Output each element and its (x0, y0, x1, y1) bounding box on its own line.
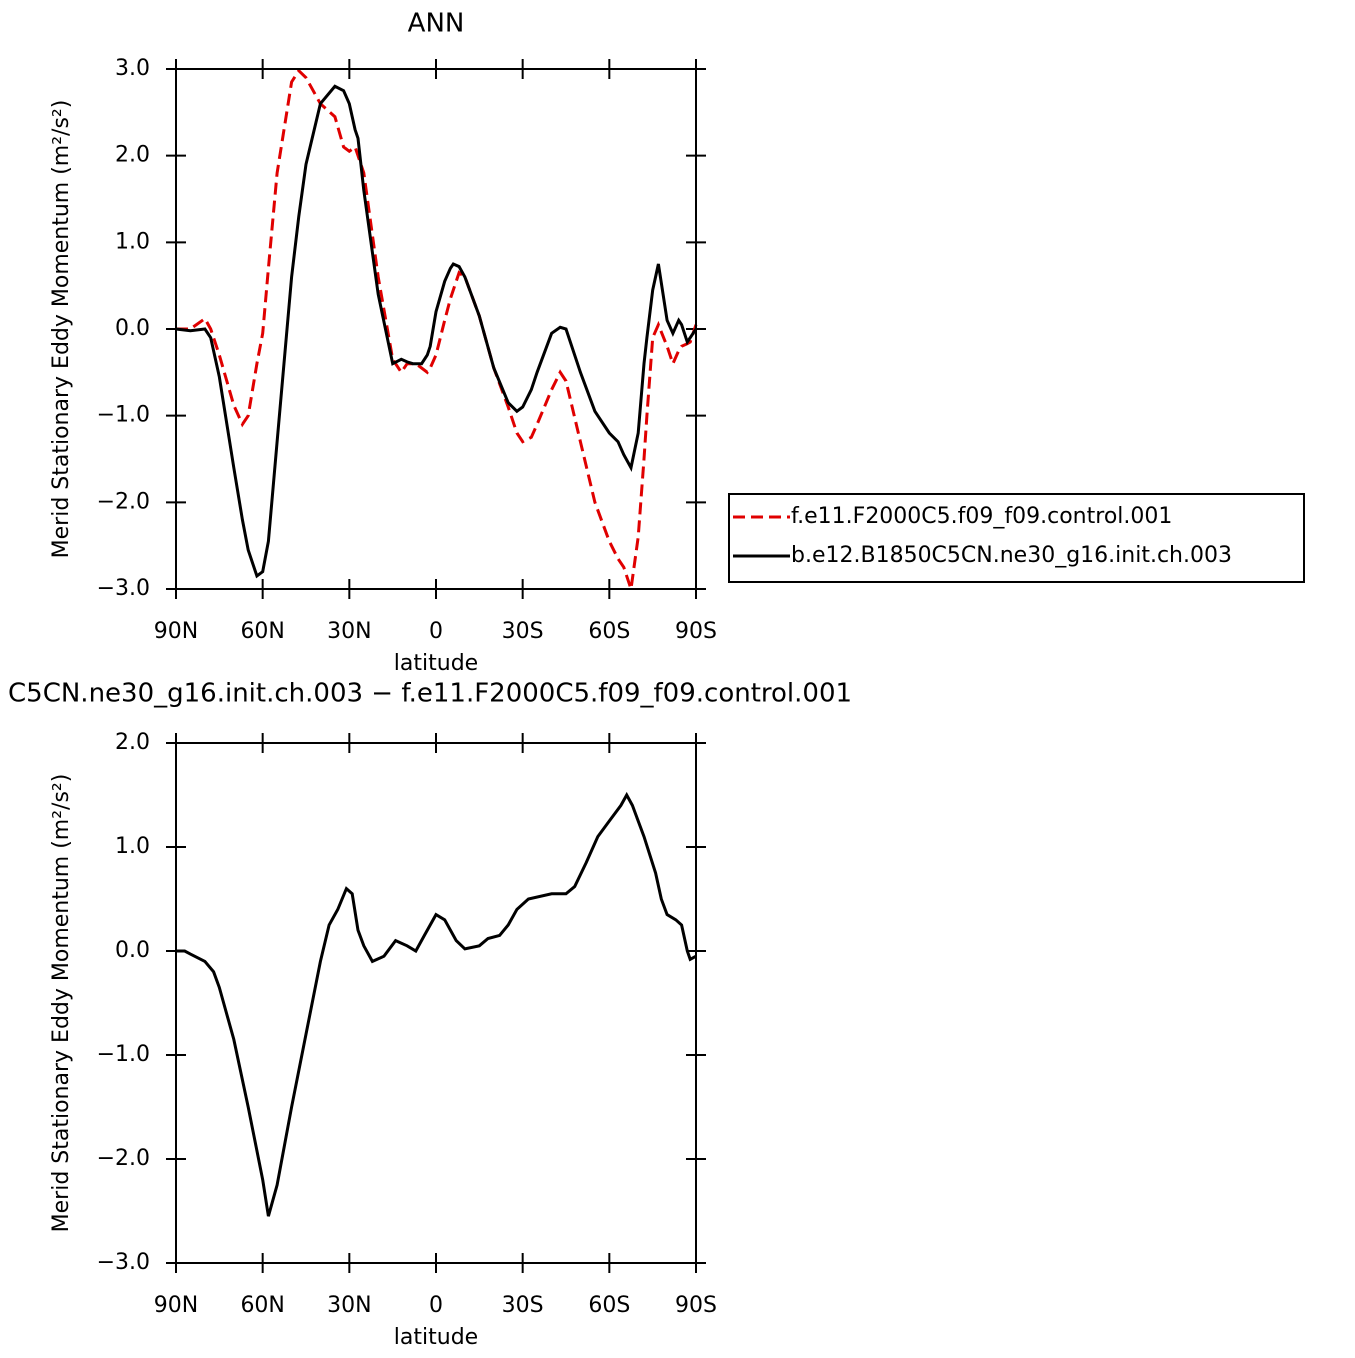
plot-frame (175, 68, 697, 590)
x-tick-label: 60N (240, 1293, 284, 1318)
x-tick-label: 0 (429, 619, 443, 644)
y-tick-label: 2.0 (115, 143, 150, 168)
y-tick-label: −2.0 (97, 489, 150, 514)
x-tick-label: 60S (588, 1293, 630, 1318)
y-tick-label: 2.0 (115, 730, 150, 755)
x-tick-label: 60S (588, 619, 630, 644)
x-axis-label: latitude (394, 1325, 478, 1350)
x-tick-label: 30N (327, 1293, 371, 1318)
y-tick-label: 3.0 (115, 56, 150, 81)
y-axis-label: Merid Stationary Eddy Momentum (m²/s²) (49, 100, 74, 559)
y-tick-label: 0.0 (115, 938, 150, 963)
x-tick-label: 90S (675, 619, 717, 644)
x-tick-label: 0 (429, 1293, 443, 1318)
x-tick-label: 90N (154, 1293, 198, 1318)
chart-title: ANN (408, 9, 465, 39)
x-tick-label: 60N (240, 619, 284, 644)
y-tick-label: −1.0 (97, 1042, 150, 1067)
y-tick-label: 1.0 (115, 229, 150, 254)
y-tick-label: −3.0 (97, 1250, 150, 1275)
legend-label: f.e11.F2000C5.f09_f09.control.001 (791, 504, 1172, 529)
x-tick-label: 30S (502, 619, 544, 644)
x-tick-label: 30N (327, 619, 371, 644)
y-tick-label: −2.0 (97, 1146, 150, 1171)
y-tick-label: 1.0 (115, 834, 150, 859)
x-tick-label: 90N (154, 619, 198, 644)
x-tick-label: 90S (675, 1293, 717, 1318)
y-tick-label: −3.0 (97, 576, 150, 601)
y-tick-label: −1.0 (97, 403, 150, 428)
x-tick-label: 30S (502, 1293, 544, 1318)
y-axis-label: Merid Stationary Eddy Momentum (m²/s²) (49, 774, 74, 1233)
legend-box (728, 493, 1305, 583)
chart-title: C5CN.ne30_g16.init.ch.003 − f.e11.F2000C… (8, 679, 852, 709)
x-axis-label: latitude (394, 651, 478, 676)
data-line (175, 84, 698, 579)
plot-frame (175, 742, 697, 1264)
data-line (176, 68, 698, 590)
data-line (176, 791, 697, 1217)
y-tick-label: 0.0 (115, 316, 150, 341)
legend-label: b.e12.B1850C5CN.ne30_g16.init.ch.003 (791, 543, 1232, 568)
